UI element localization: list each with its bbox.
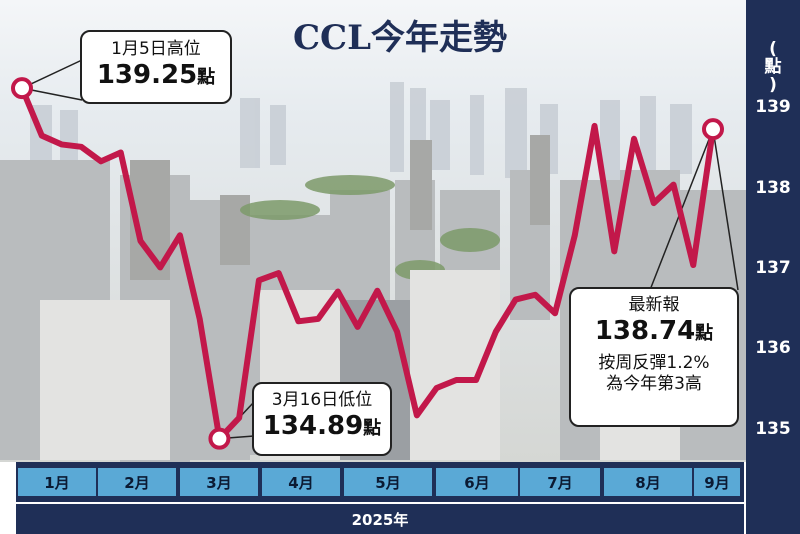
y-axis-unit-label: (點) (764, 39, 782, 95)
month-label: 9月 (694, 468, 740, 496)
year-label: 2025年 (16, 504, 744, 534)
callout-leader-line (21, 59, 83, 89)
high-callout: 1月5日高位 139.25點 (80, 30, 232, 104)
month-label: 5月 (344, 468, 432, 496)
plot-area (11, 59, 739, 450)
high-point-marker (11, 77, 33, 100)
high-callout-label: 1月5日高位 (111, 39, 201, 59)
y-axis-panel (746, 0, 800, 534)
low-point-marker (208, 427, 231, 450)
latest-callout-label: 最新報 (628, 295, 680, 315)
month-label: 3月 (180, 468, 258, 496)
low-callout-unit: 點 (363, 418, 382, 439)
y-tick-label: 137 (755, 258, 791, 279)
low-callout-label: 3月16日低位 (271, 390, 373, 410)
chart-title: CCL今年走勢 (292, 18, 508, 58)
series-line (19, 85, 716, 442)
month-label: 7月 (520, 468, 600, 496)
latest-callout: 最新報 138.74點 按周反彈1.2% 為今年第3高 (569, 287, 739, 427)
latest-callout-unit: 點 (695, 323, 714, 344)
low-callout: 3月16日低位 134.89點 (252, 382, 392, 456)
city-background (0, 0, 746, 462)
y-tick-label: 136 (755, 338, 791, 359)
low-callout-value: 134.89 (262, 411, 364, 441)
latest-callout-note1: 按周反彈1.2% (598, 353, 710, 373)
month-label: 8月 (604, 468, 692, 496)
high-callout-unit: 點 (197, 67, 216, 88)
month-label: 6月 (436, 468, 518, 496)
high-callout-value: 139.25 (96, 60, 198, 90)
latest-point-marker (702, 118, 724, 141)
month-label: 2月 (98, 468, 176, 496)
month-label: 1月 (18, 468, 96, 496)
latest-callout-note2: 為今年第3高 (606, 374, 702, 394)
latest-callout-value: 138.74 (594, 316, 696, 346)
y-tick-label: 138 (755, 177, 791, 198)
y-tick-label: 135 (755, 418, 791, 439)
callout-leader-line (712, 129, 739, 291)
month-label: 4月 (262, 468, 340, 496)
y-tick-label: 139 (755, 97, 791, 118)
